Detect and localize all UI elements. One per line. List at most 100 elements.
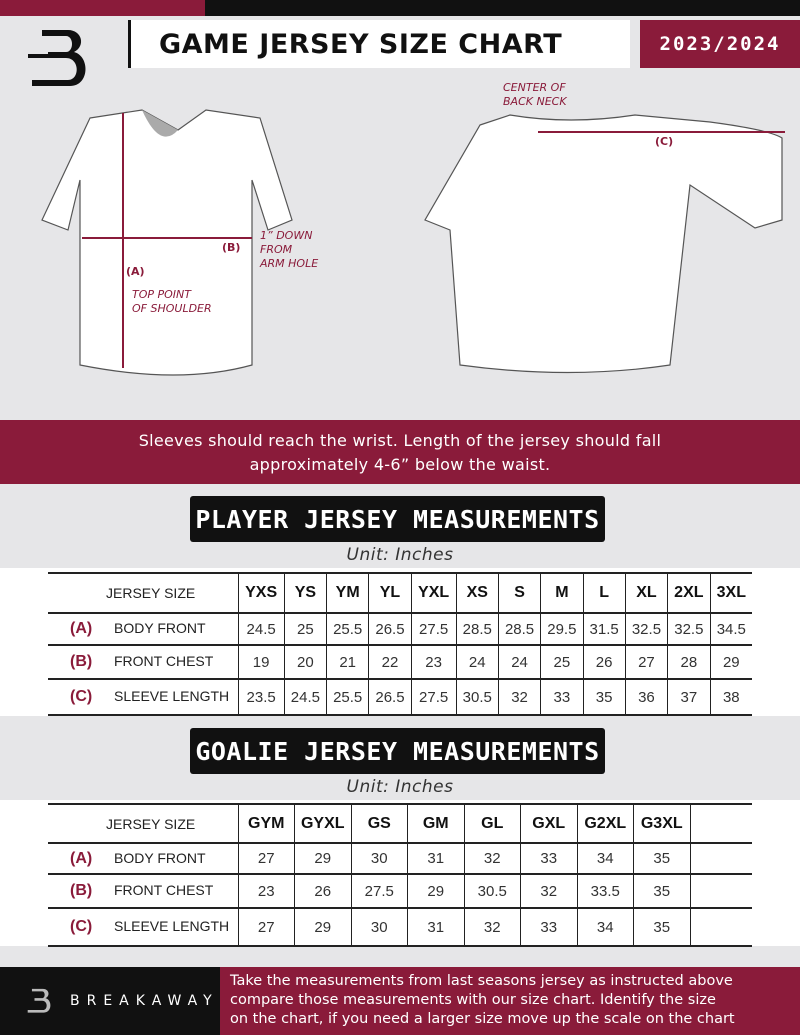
measurement-cell: 31 <box>407 908 464 946</box>
measurement-cell: 32.5 <box>667 613 711 645</box>
player-section-title: PLAYER JERSEY MEASUREMENTS <box>190 496 605 542</box>
measurement-cell: 29 <box>709 645 752 679</box>
measurement-cell: 36 <box>624 679 668 715</box>
measurement-cell: 30 <box>350 843 408 874</box>
size-column-header: L <box>582 573 626 613</box>
measurement-cell: 20 <box>283 645 327 679</box>
note-line: BACK NECK <box>503 95 567 108</box>
note-line: 1” DOWN <box>260 229 313 242</box>
measurement-cell: 33 <box>520 843 577 874</box>
measurement-cell: 37 <box>667 679 711 715</box>
measurement-cell: 27.5 <box>350 874 408 908</box>
label-a: (A) <box>126 265 145 278</box>
measurement-cell: 24.5 <box>283 679 327 715</box>
measurement-cell: 26 <box>582 645 626 679</box>
note-line: OF SHOULDER <box>132 302 212 315</box>
measurement-cell: 29.5 <box>540 613 583 645</box>
shoulder-note: TOP POINT OF SHOULDER <box>132 288 212 316</box>
table-row: (C) SLEEVE LENGTH 23.5 24.5 25.5 26.5 27.5 30.5… <box>48 679 752 715</box>
player-size-table: JERSEY SIZE YXS YS YM YL YXL XS S M L XL 2XL 3XL (A)… <box>48 572 752 716</box>
measurement-cell: 33 <box>520 908 577 946</box>
note-line: ARM HOLE <box>260 257 319 270</box>
instruction-line: Sleeves should reach the wrist. Length o… <box>138 431 662 450</box>
size-column-header: YXS <box>237 573 285 613</box>
table-row: (C) SLEEVE LENGTH 27 29 30 31 32 33 34 35 <box>48 908 752 946</box>
size-column-header: G2XL <box>576 804 634 843</box>
row-label: (A) BODY FRONT <box>48 843 238 874</box>
footer-line: Take the measurements from last seasons … <box>230 973 733 989</box>
measurement-cell: 24 <box>455 645 499 679</box>
measurement-cell: 24 <box>497 645 541 679</box>
top-bar <box>205 0 800 16</box>
measurement-cell: 28.5 <box>455 613 499 645</box>
arm-hole-note: 1” DOWN FROM ARM HOLE <box>260 229 318 271</box>
row-label-text: FRONT CHEST <box>114 882 214 898</box>
measurement-cell <box>689 908 752 946</box>
measurement-cell: 38 <box>709 679 752 715</box>
row-label: (C) SLEEVE LENGTH <box>48 908 238 946</box>
measurement-cell: 23 <box>237 874 295 908</box>
note-line: CENTER OF <box>503 81 566 94</box>
size-column-header: 2XL <box>667 573 711 613</box>
breakaway-logo-icon <box>27 988 51 1013</box>
measurement-cell: 23.5 <box>237 679 285 715</box>
label-b: (B) <box>222 241 241 254</box>
measurement-cell: 24.5 <box>237 613 285 645</box>
row-letter: (B) <box>70 882 93 899</box>
measurement-cell: 29 <box>294 908 351 946</box>
goalie-size-table: JERSEY SIZE GYM GYXL GS GM GL GXL G2XL G3XL (A) B… <box>48 803 752 947</box>
table-row: (B) FRONT CHEST 23 26 27.5 29 30.5 32 33.5 35 <box>48 874 752 908</box>
measurement-cell: 34.5 <box>709 613 752 645</box>
top-accent-bar <box>0 0 205 16</box>
measurement-cell: 26.5 <box>368 679 412 715</box>
measurement-cell: 35 <box>582 679 626 715</box>
front-jersey-outline <box>41 109 293 376</box>
measurement-cell: 25.5 <box>326 613 369 645</box>
row-label: (A) BODY FRONT <box>48 613 238 645</box>
size-column-header: G3XL <box>633 804 690 843</box>
row-label: (B) FRONT CHEST <box>48 645 238 679</box>
measurement-cell: 33.5 <box>576 874 634 908</box>
measurement-cell: 28 <box>667 645 711 679</box>
measurement-cell: 30 <box>350 908 408 946</box>
row-letter: (A) <box>70 620 93 637</box>
row-label-text: SLEEVE LENGTH <box>114 918 230 934</box>
size-column-header: XS <box>455 573 499 613</box>
size-column-header: YM <box>326 573 369 613</box>
measurement-cell <box>689 874 752 908</box>
size-column-header: GL <box>463 804 521 843</box>
size-column-header: M <box>540 573 583 613</box>
measurement-cell: 30.5 <box>463 874 521 908</box>
size-column-header: GM <box>407 804 464 843</box>
table-row: (B) FRONT CHEST 19 20 21 22 23 24 24 25 26 27 28 29 <box>48 645 752 679</box>
measurement-cell: 35 <box>633 908 690 946</box>
size-column-header: GS <box>350 804 408 843</box>
measurement-cell: 25.5 <box>326 679 369 715</box>
footer-line: compare those measurements with our size… <box>230 992 716 1008</box>
measurement-cell: 23 <box>410 645 457 679</box>
row-letter: (C) <box>70 688 93 705</box>
size-column-header: 3XL <box>709 573 752 613</box>
size-column-header <box>689 804 752 843</box>
table-row: (A) BODY FRONT 24.5 25 25.5 26.5 27.5 28.5 28.5 2… <box>48 613 752 645</box>
measurement-cell: 26 <box>294 874 351 908</box>
measurement-cell <box>689 843 752 874</box>
size-header: JERSEY SIZE <box>106 585 196 601</box>
brand-name: BREAKAWAY <box>70 993 219 1009</box>
measurement-cell: 34 <box>576 843 634 874</box>
measurement-cell: 27.5 <box>410 613 457 645</box>
measurement-cell: 32 <box>463 843 521 874</box>
row-letter: (B) <box>70 653 93 670</box>
measurement-cell: 32 <box>463 908 521 946</box>
measurement-cell: 33 <box>540 679 583 715</box>
footer-line: on the chart, if you need a larger size … <box>230 1011 735 1027</box>
measurement-cell: 31 <box>407 843 464 874</box>
size-column-header: GXL <box>520 804 577 843</box>
measurement-cell: 26.5 <box>368 613 412 645</box>
size-column-header: YS <box>283 573 327 613</box>
note-line: TOP POINT <box>132 288 191 301</box>
measurement-cell: 27.5 <box>410 679 457 715</box>
breakaway-logo-icon <box>28 30 86 86</box>
measurement-cell: 29 <box>407 874 464 908</box>
page-title: GAME JERSEY SIZE CHART <box>128 20 630 68</box>
